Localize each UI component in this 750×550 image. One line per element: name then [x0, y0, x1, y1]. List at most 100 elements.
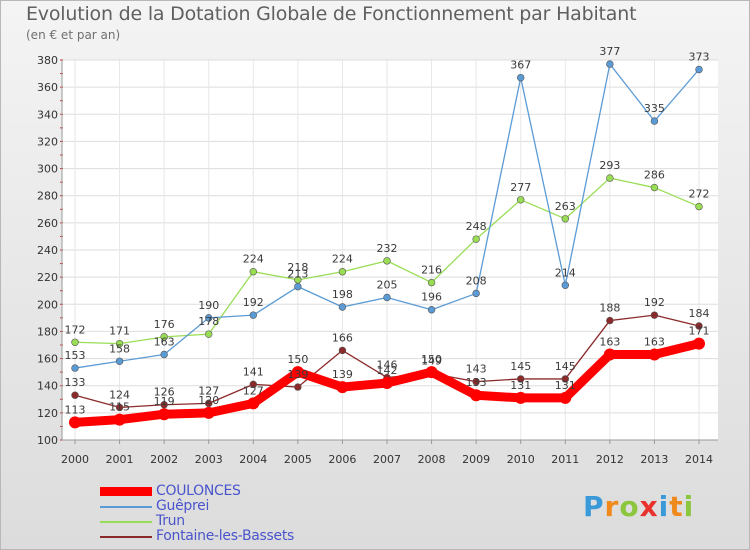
data-label: 263 [555, 200, 576, 213]
data-label: 377 [599, 45, 620, 58]
data-point [472, 289, 480, 298]
data-label: 139 [332, 368, 353, 381]
data-point [517, 73, 525, 82]
data-point [205, 314, 213, 322]
data-point [606, 174, 614, 182]
logo-letter: t [669, 490, 684, 523]
data-point [294, 282, 302, 291]
data-point [427, 306, 436, 314]
data-label: 142 [377, 364, 398, 377]
data-point [160, 333, 168, 341]
data-point [338, 346, 347, 355]
data-point [113, 413, 126, 426]
data-point [650, 183, 659, 192]
data-label: 133 [466, 376, 487, 389]
data-label: 178 [198, 315, 219, 328]
data-label: 158 [109, 342, 130, 355]
data-point [472, 235, 480, 243]
chart-subtitle: (en € et par an) [26, 28, 121, 42]
logo-letter: x [639, 490, 659, 523]
data-label: 171 [109, 325, 130, 338]
data-label: 115 [109, 401, 130, 414]
x-tick-label: 2004 [239, 453, 267, 466]
y-tick-label: 280 [37, 190, 58, 203]
logo-letter: r [604, 490, 620, 523]
x-tick-label: 2005 [284, 453, 312, 466]
data-label: 190 [198, 299, 219, 312]
data-label: 153 [65, 349, 86, 362]
data-point [561, 215, 569, 223]
data-label: 163 [599, 336, 620, 349]
data-point [115, 357, 124, 365]
data-point [294, 383, 302, 391]
y-tick-label: 320 [37, 135, 58, 148]
data-label: 188 [599, 302, 620, 315]
data-point [205, 330, 213, 338]
y-tick-label: 140 [37, 380, 58, 393]
data-point [606, 316, 614, 325]
logo-letter: i [658, 490, 670, 523]
data-point [425, 366, 438, 379]
data-label: 293 [599, 159, 620, 172]
y-tick-label: 340 [37, 108, 58, 121]
data-label: 213 [287, 268, 308, 281]
x-tick-label: 2014 [685, 453, 713, 466]
data-point [115, 339, 124, 348]
data-label: 163 [644, 336, 665, 349]
legend-swatch-fontaine [100, 536, 152, 538]
data-point [427, 278, 436, 287]
data-label: 133 [65, 376, 86, 389]
data-label: 166 [332, 331, 353, 344]
data-label: 367 [510, 59, 531, 72]
data-label: 277 [510, 181, 531, 194]
data-point [693, 337, 705, 350]
data-point [115, 403, 124, 412]
data-label: 172 [65, 323, 86, 336]
x-tick-label: 2009 [462, 453, 490, 466]
data-point [561, 375, 569, 383]
y-tick-label: 240 [37, 244, 58, 257]
data-label: 131 [555, 379, 576, 392]
y-tick-label: 360 [37, 81, 58, 94]
x-tick-label: 2010 [507, 453, 535, 466]
data-label: 373 [689, 51, 710, 64]
x-tick-label: 2001 [106, 453, 134, 466]
data-point [71, 364, 79, 372]
data-label: 150 [287, 353, 308, 366]
x-tick-label: 2011 [551, 453, 579, 466]
data-point [249, 380, 257, 389]
data-point [71, 338, 79, 346]
data-label: 208 [466, 274, 487, 287]
y-tick-label: 160 [37, 353, 58, 366]
data-point [336, 381, 349, 394]
data-label: 184 [689, 307, 710, 320]
x-tick-label: 2003 [195, 453, 223, 466]
data-point [291, 366, 304, 379]
data-point [160, 401, 168, 409]
data-point [514, 391, 527, 404]
data-label: 127 [198, 384, 219, 397]
data-point [517, 196, 525, 204]
data-label: 145 [510, 360, 531, 373]
x-tick-label: 2008 [418, 453, 446, 466]
x-tick-label: 2002 [150, 453, 178, 466]
data-point [160, 350, 168, 359]
data-point [338, 303, 347, 311]
data-point [603, 348, 616, 361]
data-point [338, 268, 347, 276]
legend-swatch-guepre [100, 506, 152, 508]
legend-label-trun: Trun [156, 513, 185, 529]
y-tick-label: 180 [37, 325, 58, 338]
x-tick-label: 2000 [61, 453, 89, 466]
y-tick-label: 260 [37, 217, 58, 230]
y-tick-label: 100 [37, 434, 58, 447]
data-label: 143 [466, 363, 487, 376]
data-label: 335 [644, 102, 665, 115]
data-point [470, 389, 483, 402]
data-point [559, 391, 572, 404]
legend-label-fontaine: Fontaine-les-Bassets [156, 528, 295, 544]
data-label: 205 [377, 279, 398, 292]
legend-label-guepre: Guêprei [156, 498, 210, 514]
data-label: 272 [689, 188, 710, 201]
